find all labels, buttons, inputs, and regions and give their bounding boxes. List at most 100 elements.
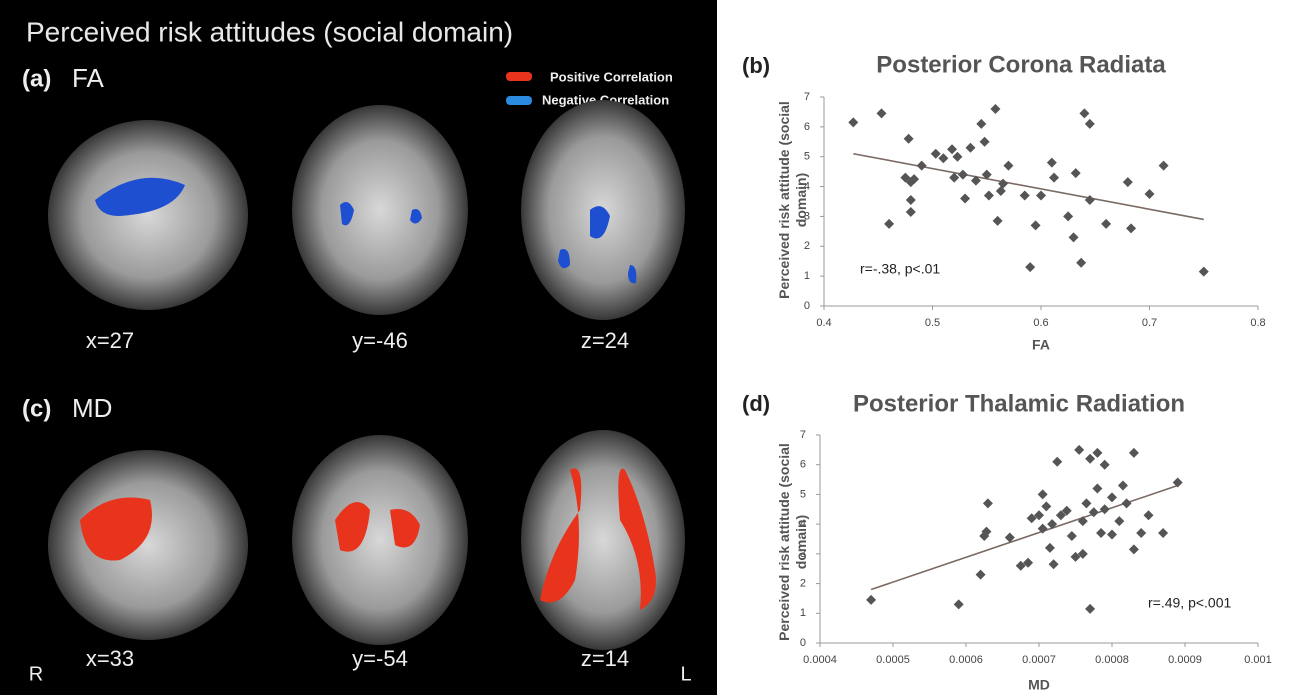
data-point: [1159, 161, 1169, 171]
data-point: [1096, 528, 1106, 538]
x-tick-label: 0.5: [925, 317, 940, 329]
data-point: [993, 216, 1003, 226]
chart-title: Posterior Thalamic Radiation: [853, 390, 1185, 417]
orientation-label: R: [29, 663, 43, 685]
data-point: [965, 143, 975, 153]
data-point: [884, 219, 894, 229]
x-tick-label: 0.6: [1033, 317, 1048, 329]
data-point: [1074, 445, 1084, 455]
data-point: [998, 179, 1008, 189]
x-tick-label: 0.4: [816, 317, 831, 329]
data-point: [848, 117, 858, 127]
panel-measure: FA: [72, 63, 104, 93]
data-point: [1041, 501, 1051, 511]
data-point: [1047, 158, 1057, 168]
data-point: [1085, 604, 1095, 614]
x-tick-label: 0.0005: [876, 654, 910, 666]
figure-title: Perceived risk attitudes (social domain): [26, 16, 513, 47]
data-point: [990, 104, 1000, 114]
slice-label: y=-54: [352, 646, 408, 671]
data-point: [877, 108, 887, 118]
trendline: [871, 486, 1178, 590]
data-point: [1107, 530, 1117, 540]
panel-measure: MD: [72, 393, 112, 423]
orientation-label: L: [680, 663, 691, 685]
x-tick-label: 0.0004: [803, 654, 837, 666]
data-point: [1081, 498, 1091, 508]
data-point: [1114, 516, 1124, 526]
panel-label: (c): [22, 395, 51, 422]
x-tick-label: 0.0008: [1095, 654, 1129, 666]
data-point: [1052, 457, 1062, 467]
slice-label: z=14: [581, 646, 629, 671]
x-axis-label: MD: [1028, 677, 1050, 693]
slice-label: z=24: [581, 328, 629, 353]
figure: Perceived risk attitudes (social domain)…: [0, 0, 1292, 695]
trendline: [853, 154, 1203, 220]
y-axis-label: Perceived risk attitude (social domain): [776, 432, 816, 652]
data-point: [1158, 528, 1168, 538]
panel-label: (b): [742, 53, 770, 78]
data-point: [1076, 258, 1086, 268]
data-point: [1092, 483, 1102, 493]
data-point: [1144, 510, 1154, 520]
data-point: [954, 599, 964, 609]
legend-swatch: [506, 72, 532, 81]
data-point: [1031, 220, 1041, 230]
data-point: [1100, 504, 1110, 514]
data-point: [1136, 528, 1146, 538]
annotation: r=.49, p<.001: [1148, 595, 1232, 611]
data-point: [906, 195, 916, 205]
y-axis-label: Perceived risk attitude (social domain): [776, 90, 816, 310]
x-tick-label: 0.8: [1250, 317, 1265, 329]
data-point: [952, 152, 962, 162]
x-axis-label: FA: [1032, 337, 1050, 353]
data-point: [947, 144, 957, 154]
data-point: [996, 186, 1006, 196]
data-point: [1145, 189, 1155, 199]
slice-label: x=33: [86, 646, 134, 671]
data-point: [1129, 544, 1139, 554]
x-tick-label: 0.0009: [1168, 654, 1202, 666]
panel-label: (a): [22, 65, 51, 92]
data-point: [931, 149, 941, 159]
data-point: [983, 498, 993, 508]
legend-swatch: [506, 96, 532, 105]
data-point: [980, 137, 990, 147]
data-point: [1036, 191, 1046, 201]
data-point: [1069, 232, 1079, 242]
data-point: [1025, 262, 1035, 272]
data-point: [866, 595, 876, 605]
data-point: [1085, 119, 1095, 129]
data-point: [1126, 223, 1136, 233]
data-point: [917, 161, 927, 171]
data-point: [1078, 516, 1088, 526]
data-point: [1079, 108, 1089, 118]
data-point: [1118, 481, 1128, 491]
data-point: [1129, 448, 1139, 458]
data-point: [1045, 543, 1055, 553]
data-point: [1020, 191, 1030, 201]
data-point: [938, 153, 948, 163]
data-point: [1101, 219, 1111, 229]
slice-label: y=-46: [352, 328, 408, 353]
data-point: [1092, 448, 1102, 458]
x-tick-label: 0.0006: [949, 654, 983, 666]
data-point: [904, 134, 914, 144]
data-point: [960, 194, 970, 204]
legend-label: Positive Correlation: [550, 69, 673, 84]
data-point: [976, 119, 986, 129]
data-point: [1049, 559, 1059, 569]
panel-label: (d): [742, 391, 770, 416]
x-tick-label: 0.0007: [1022, 654, 1056, 666]
x-tick-label: 0.7: [1142, 317, 1157, 329]
data-point: [976, 570, 986, 580]
data-point: [906, 207, 916, 217]
data-point: [1107, 492, 1117, 502]
data-point: [1003, 161, 1013, 171]
data-point: [1123, 177, 1133, 187]
chart-title: Posterior Corona Radiata: [876, 51, 1166, 78]
data-point: [1085, 454, 1095, 464]
data-point: [1071, 168, 1081, 178]
data-point: [958, 170, 968, 180]
